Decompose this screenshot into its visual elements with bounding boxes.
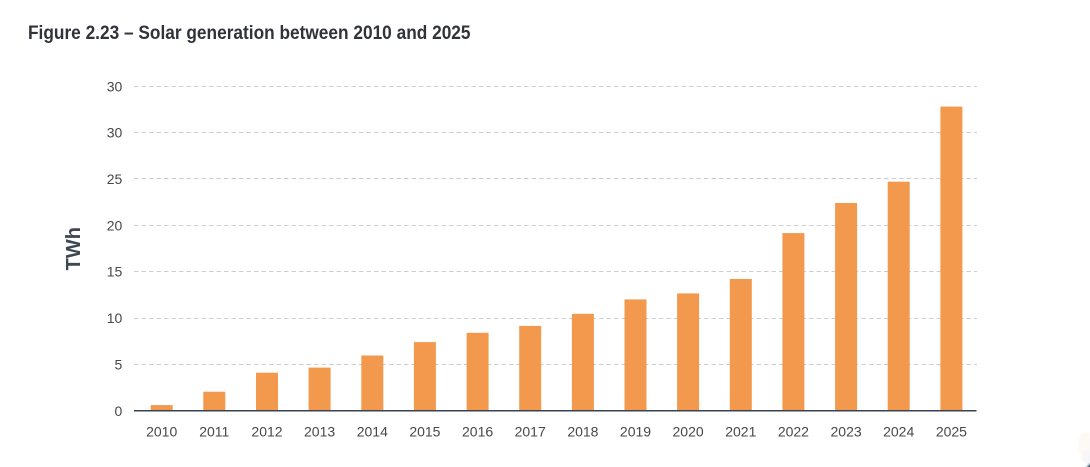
svg-text:25: 25 bbox=[107, 171, 123, 187]
svg-text:2016: 2016 bbox=[462, 424, 493, 440]
svg-text:10: 10 bbox=[107, 310, 123, 326]
svg-text:30: 30 bbox=[107, 125, 123, 141]
svg-text:2017: 2017 bbox=[515, 424, 546, 440]
svg-text:2012: 2012 bbox=[251, 424, 282, 440]
svg-text:20: 20 bbox=[107, 217, 123, 233]
svg-text:2020: 2020 bbox=[673, 424, 704, 440]
svg-text:2024: 2024 bbox=[883, 424, 914, 440]
svg-text:2025: 2025 bbox=[936, 424, 967, 440]
svg-text:2019: 2019 bbox=[620, 424, 651, 440]
svg-text:2015: 2015 bbox=[409, 424, 440, 440]
svg-text:2022: 2022 bbox=[778, 424, 809, 440]
svg-text:2023: 2023 bbox=[831, 424, 862, 440]
svg-text:5: 5 bbox=[115, 356, 123, 372]
svg-text:2011: 2011 bbox=[199, 424, 229, 440]
svg-text:15: 15 bbox=[107, 264, 123, 280]
svg-text:2018: 2018 bbox=[567, 424, 598, 440]
svg-text:30: 30 bbox=[107, 78, 123, 94]
svg-text:TWh: TWh bbox=[63, 227, 85, 270]
svg-text:2013: 2013 bbox=[304, 424, 335, 440]
svg-text:2014: 2014 bbox=[357, 424, 388, 440]
svg-text:2021: 2021 bbox=[725, 424, 756, 440]
svg-text:0: 0 bbox=[115, 403, 123, 419]
svg-text:2010: 2010 bbox=[146, 424, 177, 440]
